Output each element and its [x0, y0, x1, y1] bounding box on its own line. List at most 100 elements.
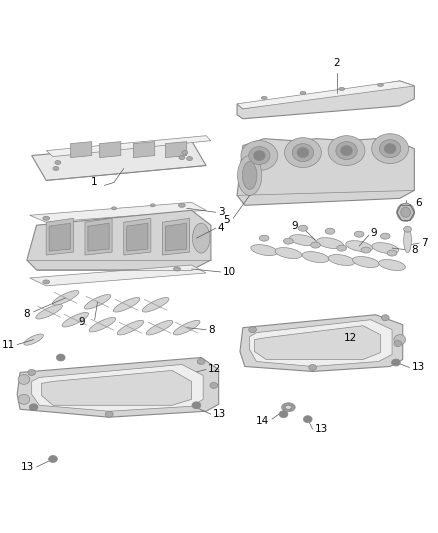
Polygon shape [30, 265, 206, 286]
Text: 8: 8 [208, 325, 215, 335]
Ellipse shape [105, 411, 113, 417]
Ellipse shape [292, 144, 314, 161]
Polygon shape [124, 218, 151, 255]
Text: 1: 1 [91, 177, 98, 188]
Polygon shape [166, 142, 187, 158]
Ellipse shape [341, 146, 352, 156]
Ellipse shape [24, 334, 43, 345]
Text: 8: 8 [23, 309, 30, 319]
Ellipse shape [57, 354, 65, 361]
Polygon shape [254, 326, 381, 360]
Polygon shape [237, 81, 414, 109]
Text: 9: 9 [291, 221, 298, 231]
Ellipse shape [404, 226, 411, 232]
Text: 10: 10 [223, 267, 236, 277]
Ellipse shape [372, 134, 409, 164]
Ellipse shape [381, 233, 390, 239]
Ellipse shape [325, 228, 335, 234]
Ellipse shape [298, 225, 308, 231]
Polygon shape [30, 203, 206, 222]
Polygon shape [49, 223, 71, 251]
Ellipse shape [36, 304, 62, 319]
Ellipse shape [372, 243, 399, 254]
Ellipse shape [378, 84, 383, 86]
Ellipse shape [379, 140, 401, 158]
Ellipse shape [404, 228, 411, 253]
Ellipse shape [381, 315, 389, 321]
Ellipse shape [173, 320, 200, 335]
Ellipse shape [43, 216, 49, 220]
Ellipse shape [249, 147, 270, 165]
Polygon shape [17, 358, 219, 417]
Ellipse shape [283, 238, 293, 244]
Ellipse shape [290, 235, 316, 246]
Ellipse shape [142, 297, 169, 312]
Text: 13: 13 [314, 424, 328, 434]
Text: 9: 9 [78, 317, 85, 327]
Polygon shape [162, 218, 190, 255]
Ellipse shape [302, 252, 329, 263]
Polygon shape [71, 142, 92, 158]
Polygon shape [166, 223, 187, 251]
Text: 3: 3 [218, 207, 224, 217]
Ellipse shape [210, 382, 218, 389]
Ellipse shape [117, 320, 144, 335]
Ellipse shape [354, 231, 364, 237]
Polygon shape [85, 218, 112, 255]
Polygon shape [127, 223, 148, 251]
Ellipse shape [113, 297, 140, 312]
Ellipse shape [241, 141, 278, 171]
Ellipse shape [279, 411, 288, 418]
Text: 6: 6 [415, 198, 422, 208]
Ellipse shape [304, 416, 312, 423]
Ellipse shape [394, 335, 406, 345]
Polygon shape [237, 139, 414, 205]
Polygon shape [27, 211, 211, 270]
Ellipse shape [353, 256, 379, 268]
Ellipse shape [198, 359, 205, 365]
Polygon shape [41, 370, 191, 405]
Ellipse shape [182, 151, 187, 155]
Text: 13: 13 [213, 409, 226, 419]
Ellipse shape [336, 142, 357, 159]
Ellipse shape [259, 235, 269, 241]
Ellipse shape [337, 245, 346, 251]
Ellipse shape [52, 290, 79, 305]
Text: 2: 2 [333, 58, 340, 68]
Ellipse shape [346, 240, 372, 252]
Polygon shape [237, 81, 414, 119]
Polygon shape [32, 141, 206, 181]
Ellipse shape [192, 402, 201, 409]
Ellipse shape [18, 375, 30, 384]
Ellipse shape [317, 238, 343, 248]
Ellipse shape [84, 295, 111, 309]
Ellipse shape [192, 223, 210, 253]
Ellipse shape [286, 405, 291, 409]
Polygon shape [46, 136, 211, 157]
Ellipse shape [309, 365, 317, 370]
Ellipse shape [55, 160, 61, 165]
Text: 13: 13 [21, 462, 34, 472]
Text: 5: 5 [224, 215, 230, 225]
Ellipse shape [146, 320, 173, 335]
Text: 8: 8 [411, 245, 418, 255]
Ellipse shape [179, 156, 185, 159]
Ellipse shape [28, 369, 35, 375]
Polygon shape [46, 218, 73, 255]
Ellipse shape [178, 203, 185, 207]
Text: 9: 9 [371, 228, 378, 238]
Ellipse shape [242, 161, 257, 189]
Ellipse shape [282, 403, 295, 411]
Ellipse shape [394, 341, 402, 346]
Ellipse shape [401, 207, 410, 217]
Text: 4: 4 [218, 223, 224, 233]
Polygon shape [88, 223, 109, 251]
Ellipse shape [49, 456, 57, 463]
Polygon shape [240, 315, 403, 372]
Ellipse shape [328, 136, 365, 166]
Text: 12: 12 [208, 365, 221, 375]
Ellipse shape [285, 138, 321, 167]
Ellipse shape [339, 87, 345, 91]
Ellipse shape [300, 92, 306, 94]
Ellipse shape [29, 404, 38, 411]
